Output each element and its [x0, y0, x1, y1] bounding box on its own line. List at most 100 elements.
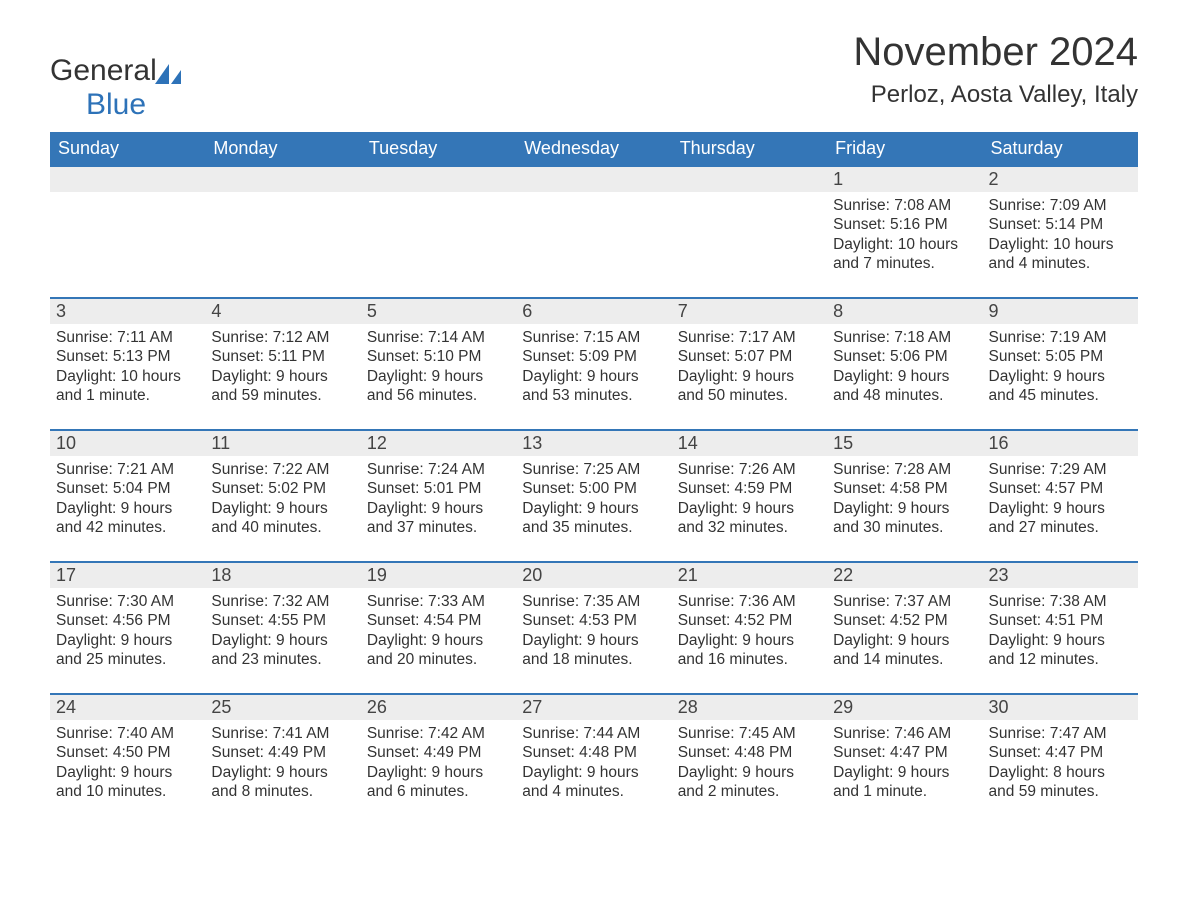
- day-wrap: 30Sunrise: 7:47 AMSunset: 4:47 PMDayligh…: [983, 693, 1138, 810]
- day-wrap: 4Sunrise: 7:12 AMSunset: 5:11 PMDaylight…: [205, 297, 360, 414]
- daylight-line: Daylight: 10 hours and 4 minutes.: [989, 235, 1132, 274]
- sunset-line: Sunset: 5:14 PM: [989, 215, 1132, 234]
- day-number: 2: [983, 167, 1138, 192]
- day-details: Sunrise: 7:29 AMSunset: 4:57 PMDaylight:…: [983, 456, 1138, 546]
- day-number: 26: [361, 695, 516, 720]
- sunset-line: Sunset: 4:47 PM: [989, 743, 1132, 762]
- sunset-line: Sunset: 4:48 PM: [678, 743, 821, 762]
- calendar-day-cell: 3Sunrise: 7:11 AMSunset: 5:13 PMDaylight…: [50, 297, 205, 429]
- sunrise-line: Sunrise: 7:33 AM: [367, 592, 510, 611]
- calendar-day-cell: 25Sunrise: 7:41 AMSunset: 4:49 PMDayligh…: [205, 693, 360, 825]
- day-wrap: 6Sunrise: 7:15 AMSunset: 5:09 PMDaylight…: [516, 297, 671, 414]
- daylight-line: Daylight: 9 hours and 37 minutes.: [367, 499, 510, 538]
- daylight-line: Daylight: 9 hours and 59 minutes.: [211, 367, 354, 406]
- day-wrap: 5Sunrise: 7:14 AMSunset: 5:10 PMDaylight…: [361, 297, 516, 414]
- day-number: 24: [50, 695, 205, 720]
- daylight-line: Daylight: 10 hours and 1 minute.: [56, 367, 199, 406]
- sunset-line: Sunset: 4:50 PM: [56, 743, 199, 762]
- day-wrap: 13Sunrise: 7:25 AMSunset: 5:00 PMDayligh…: [516, 429, 671, 546]
- sunrise-line: Sunrise: 7:41 AM: [211, 724, 354, 743]
- daylight-line: Daylight: 9 hours and 1 minute.: [833, 763, 976, 802]
- sunset-line: Sunset: 5:05 PM: [989, 347, 1132, 366]
- sunrise-line: Sunrise: 7:24 AM: [367, 460, 510, 479]
- day-details: Sunrise: 7:09 AMSunset: 5:14 PMDaylight:…: [983, 192, 1138, 282]
- sunrise-line: Sunrise: 7:28 AM: [833, 460, 976, 479]
- sunrise-line: Sunrise: 7:11 AM: [56, 328, 199, 347]
- day-wrap: 27Sunrise: 7:44 AMSunset: 4:48 PMDayligh…: [516, 693, 671, 810]
- day-number-empty: [361, 167, 516, 192]
- calendar-empty-cell: [672, 165, 827, 297]
- weekday-header: Friday: [827, 132, 982, 165]
- day-wrap: 21Sunrise: 7:36 AMSunset: 4:52 PMDayligh…: [672, 561, 827, 678]
- day-details: Sunrise: 7:47 AMSunset: 4:47 PMDaylight:…: [983, 720, 1138, 810]
- daylight-line: Daylight: 9 hours and 56 minutes.: [367, 367, 510, 406]
- day-details: Sunrise: 7:12 AMSunset: 5:11 PMDaylight:…: [205, 324, 360, 414]
- day-details: Sunrise: 7:08 AMSunset: 5:16 PMDaylight:…: [827, 192, 982, 282]
- sunrise-line: Sunrise: 7:45 AM: [678, 724, 821, 743]
- day-number: 9: [983, 299, 1138, 324]
- day-wrap: 23Sunrise: 7:38 AMSunset: 4:51 PMDayligh…: [983, 561, 1138, 678]
- day-details: Sunrise: 7:24 AMSunset: 5:01 PMDaylight:…: [361, 456, 516, 546]
- sunrise-line: Sunrise: 7:42 AM: [367, 724, 510, 743]
- day-details: Sunrise: 7:37 AMSunset: 4:52 PMDaylight:…: [827, 588, 982, 678]
- sunrise-line: Sunrise: 7:44 AM: [522, 724, 665, 743]
- sunrise-line: Sunrise: 7:40 AM: [56, 724, 199, 743]
- sunrise-line: Sunrise: 7:46 AM: [833, 724, 976, 743]
- day-wrap: 29Sunrise: 7:46 AMSunset: 4:47 PMDayligh…: [827, 693, 982, 810]
- calendar-day-cell: 7Sunrise: 7:17 AMSunset: 5:07 PMDaylight…: [672, 297, 827, 429]
- day-details: Sunrise: 7:25 AMSunset: 5:00 PMDaylight:…: [516, 456, 671, 546]
- sunrise-line: Sunrise: 7:26 AM: [678, 460, 821, 479]
- daylight-line: Daylight: 9 hours and 2 minutes.: [678, 763, 821, 802]
- calendar-day-cell: 15Sunrise: 7:28 AMSunset: 4:58 PMDayligh…: [827, 429, 982, 561]
- day-number: 10: [50, 431, 205, 456]
- brand-text: General Blue: [50, 56, 181, 120]
- day-details: Sunrise: 7:22 AMSunset: 5:02 PMDaylight:…: [205, 456, 360, 546]
- daylight-line: Daylight: 9 hours and 10 minutes.: [56, 763, 199, 802]
- calendar-day-cell: 22Sunrise: 7:37 AMSunset: 4:52 PMDayligh…: [827, 561, 982, 693]
- calendar-day-cell: 11Sunrise: 7:22 AMSunset: 5:02 PMDayligh…: [205, 429, 360, 561]
- day-details: Sunrise: 7:14 AMSunset: 5:10 PMDaylight:…: [361, 324, 516, 414]
- calendar-day-cell: 6Sunrise: 7:15 AMSunset: 5:09 PMDaylight…: [516, 297, 671, 429]
- day-wrap: 3Sunrise: 7:11 AMSunset: 5:13 PMDaylight…: [50, 297, 205, 414]
- daylight-line: Daylight: 9 hours and 18 minutes.: [522, 631, 665, 670]
- day-number: 5: [361, 299, 516, 324]
- sunrise-line: Sunrise: 7:47 AM: [989, 724, 1132, 743]
- sunset-line: Sunset: 4:51 PM: [989, 611, 1132, 630]
- sunset-line: Sunset: 4:58 PM: [833, 479, 976, 498]
- day-wrap: 22Sunrise: 7:37 AMSunset: 4:52 PMDayligh…: [827, 561, 982, 678]
- day-details: Sunrise: 7:30 AMSunset: 4:56 PMDaylight:…: [50, 588, 205, 678]
- sunset-line: Sunset: 5:10 PM: [367, 347, 510, 366]
- calendar-day-cell: 10Sunrise: 7:21 AMSunset: 5:04 PMDayligh…: [50, 429, 205, 561]
- daylight-line: Daylight: 9 hours and 16 minutes.: [678, 631, 821, 670]
- day-details: Sunrise: 7:32 AMSunset: 4:55 PMDaylight:…: [205, 588, 360, 678]
- sunrise-line: Sunrise: 7:08 AM: [833, 196, 976, 215]
- calendar-day-cell: 1Sunrise: 7:08 AMSunset: 5:16 PMDaylight…: [827, 165, 982, 297]
- day-details: Sunrise: 7:21 AMSunset: 5:04 PMDaylight:…: [50, 456, 205, 546]
- daylight-line: Daylight: 9 hours and 8 minutes.: [211, 763, 354, 802]
- calendar-day-cell: 14Sunrise: 7:26 AMSunset: 4:59 PMDayligh…: [672, 429, 827, 561]
- day-number: 23: [983, 563, 1138, 588]
- calendar-day-cell: 8Sunrise: 7:18 AMSunset: 5:06 PMDaylight…: [827, 297, 982, 429]
- weekday-header: Saturday: [983, 132, 1138, 165]
- day-details: Sunrise: 7:33 AMSunset: 4:54 PMDaylight:…: [361, 588, 516, 678]
- calendar-day-cell: 19Sunrise: 7:33 AMSunset: 4:54 PMDayligh…: [361, 561, 516, 693]
- day-wrap: 15Sunrise: 7:28 AMSunset: 4:58 PMDayligh…: [827, 429, 982, 546]
- day-number: 21: [672, 563, 827, 588]
- weekday-header: Monday: [205, 132, 360, 165]
- day-number: 29: [827, 695, 982, 720]
- day-details: Sunrise: 7:41 AMSunset: 4:49 PMDaylight:…: [205, 720, 360, 810]
- daylight-line: Daylight: 9 hours and 14 minutes.: [833, 631, 976, 670]
- sunset-line: Sunset: 4:55 PM: [211, 611, 354, 630]
- sunset-line: Sunset: 4:54 PM: [367, 611, 510, 630]
- sunset-line: Sunset: 4:53 PM: [522, 611, 665, 630]
- calendar-body: 1Sunrise: 7:08 AMSunset: 5:16 PMDaylight…: [50, 165, 1138, 825]
- calendar-table: SundayMondayTuesdayWednesdayThursdayFrid…: [50, 132, 1138, 825]
- daylight-line: Daylight: 9 hours and 25 minutes.: [56, 631, 199, 670]
- sunrise-line: Sunrise: 7:35 AM: [522, 592, 665, 611]
- sunrise-line: Sunrise: 7:22 AM: [211, 460, 354, 479]
- daylight-line: Daylight: 9 hours and 23 minutes.: [211, 631, 354, 670]
- day-details: Sunrise: 7:35 AMSunset: 4:53 PMDaylight:…: [516, 588, 671, 678]
- day-details: Sunrise: 7:45 AMSunset: 4:48 PMDaylight:…: [672, 720, 827, 810]
- location-subtitle: Perloz, Aosta Valley, Italy: [853, 81, 1138, 109]
- sunset-line: Sunset: 5:11 PM: [211, 347, 354, 366]
